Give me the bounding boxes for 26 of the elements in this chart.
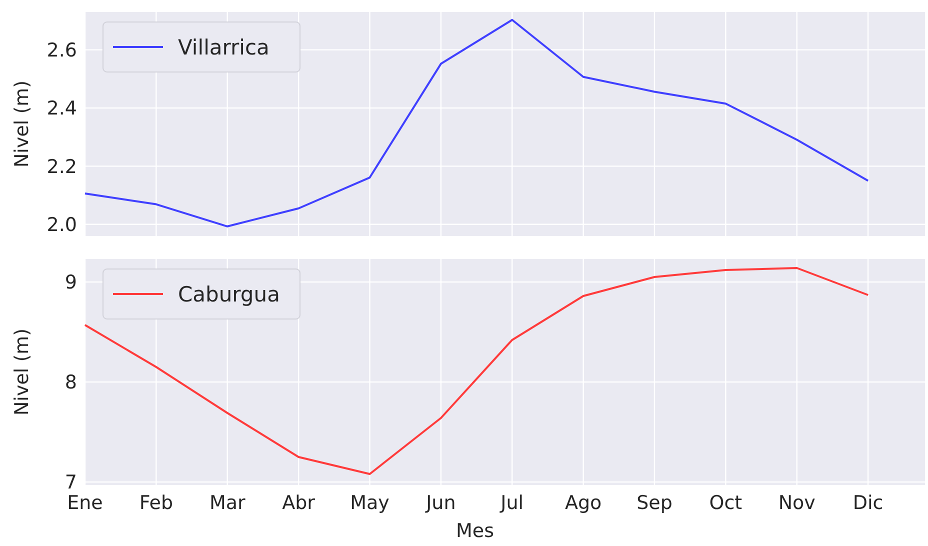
x-tick-label: Ene [67, 492, 103, 514]
y-axis-title: Nivel (m) [11, 328, 33, 416]
x-tick-label: Abr [282, 492, 316, 514]
x-tick-label: Ago [564, 492, 602, 514]
y-tick-label: 2.6 [46, 39, 77, 62]
line-series [84, 267, 870, 475]
x-tick-label: Mar [209, 492, 246, 514]
x-tick-label: Oct [709, 492, 742, 514]
y-tick-label: 2.0 [46, 214, 77, 236]
y-tick-label: 8 [64, 372, 77, 394]
line-series [84, 18, 870, 228]
y-axis-title: Nivel (m) [11, 80, 33, 168]
x-tick-label: Jul [500, 492, 524, 514]
legend-label: Villarrica [178, 35, 270, 60]
y-tick-label: 7 [64, 472, 77, 494]
y-tick-label: 2.2 [46, 156, 77, 178]
x-tick-label: Feb [139, 492, 174, 514]
x-tick-label: Jun [425, 492, 456, 514]
x-tick-label: May [350, 492, 390, 514]
y-tick-label: 2.4 [46, 98, 77, 120]
y-tick-label: 9 [64, 272, 77, 294]
x-tick-label: Sep [636, 492, 672, 514]
x-axis-title: Mes [456, 520, 494, 542]
x-tick-label: Nov [778, 492, 816, 514]
x-tick-label: Dic [852, 492, 884, 514]
legend-label: Caburgua [178, 282, 280, 306]
